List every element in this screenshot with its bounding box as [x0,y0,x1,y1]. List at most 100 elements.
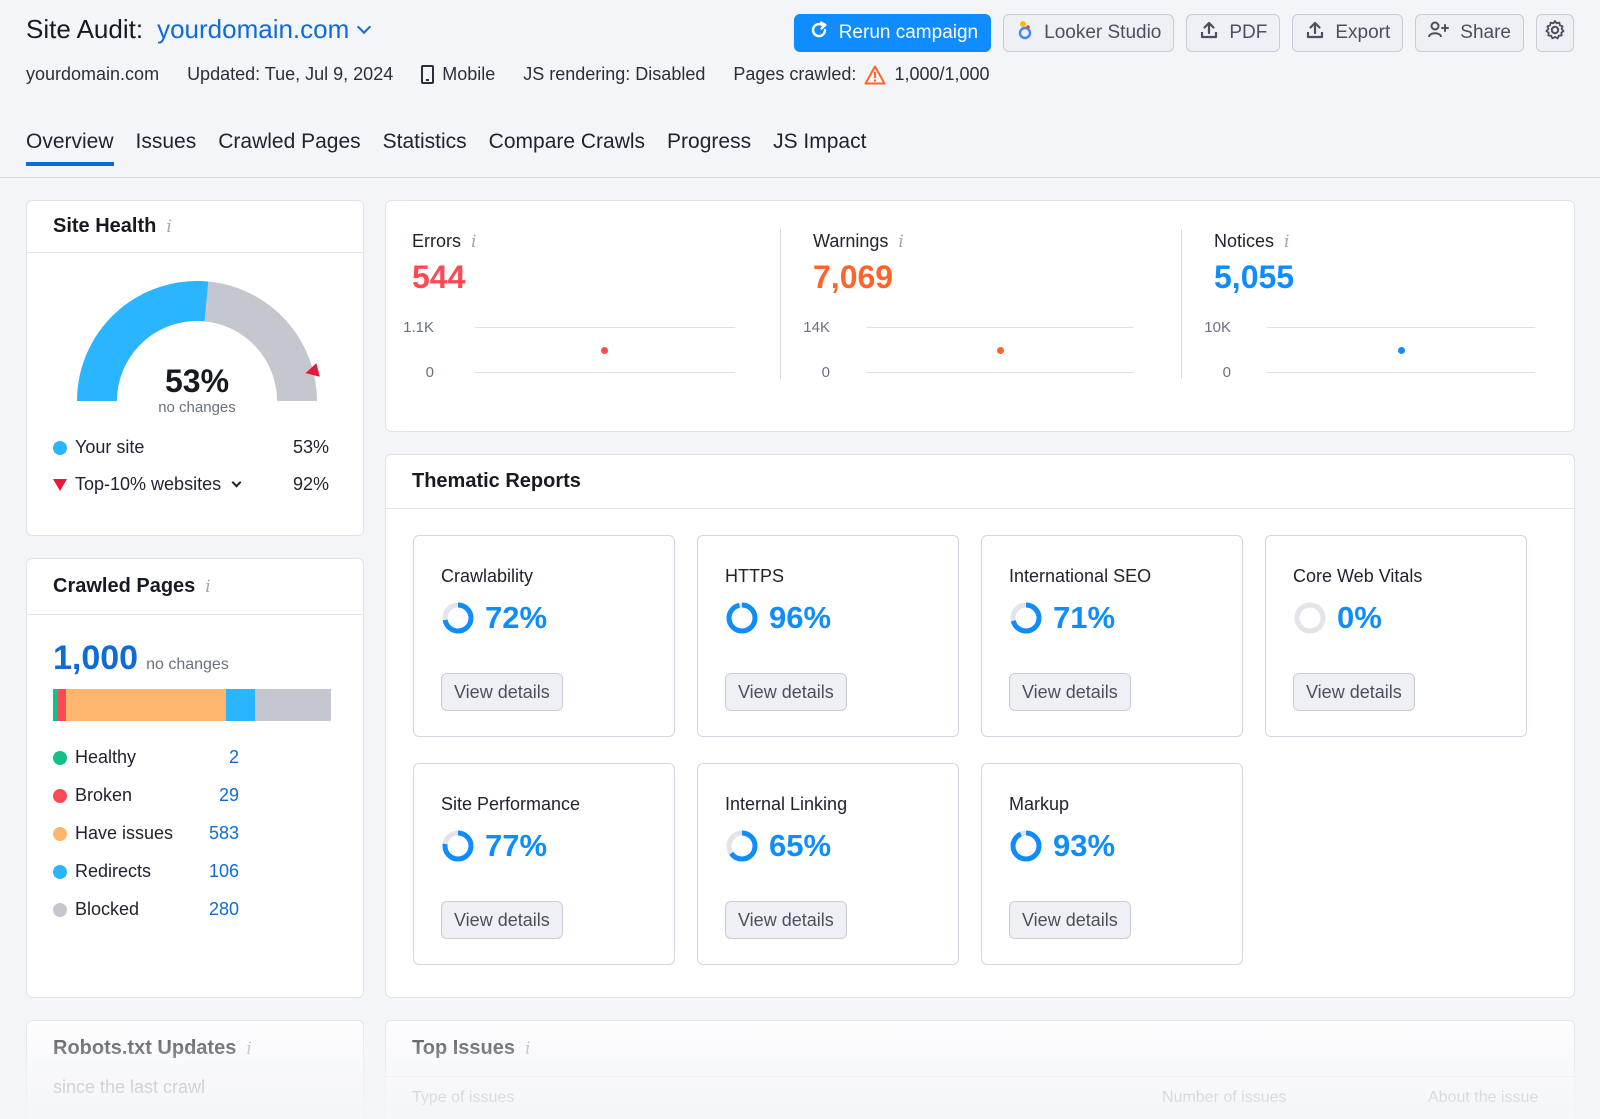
robots-subtitle: since the last crawl [53,1077,206,1097]
ring-fill [726,830,758,862]
meta-updated: Updated: Tue, Jul 9, 2024 [187,64,394,84]
bar-segment-blocked[interactable] [254,689,331,721]
view-details-button[interactable]: View details [1009,901,1131,939]
export-label: Export [1335,22,1391,43]
row-blocked: Blocked 280 [53,899,239,920]
bar-segment-redirects[interactable] [225,689,255,721]
export-button[interactable]: Export [1292,14,1404,52]
have-issues-dot [53,826,67,841]
looker-label: Looker Studio [1044,22,1162,43]
notices-tick-max: 10K [1204,319,1231,336]
errors-point[interactable] [601,347,608,354]
row-healthy: Healthy 2 [53,747,239,768]
view-details-button[interactable]: View details [1009,673,1131,711]
pages-crawled-label: Pages crawled: [733,64,857,84]
info-icon[interactable]: i [898,231,904,252]
bar-segment-healthy[interactable] [53,689,59,721]
thematic-tile[interactable]: Site Performance 77% View details [413,763,675,965]
bar-segment-have-issues[interactable] [66,689,226,721]
warnings-tick-max: 14K [803,319,830,336]
info-icon[interactable]: i [166,216,172,237]
row-label: Blocked [75,899,140,919]
ring-fill [726,602,758,634]
row-broken: Broken 29 [53,785,239,806]
report-name: Crawlability [441,566,534,586]
info-icon[interactable]: i [471,231,477,252]
info-icon[interactable]: i [246,1038,252,1059]
row-value[interactable]: 106 [208,861,239,881]
meta-pages-crawled: Pages crawled: 1,000/1,000 [733,64,990,85]
tab-crawled-pages[interactable]: Crawled Pages [218,130,361,153]
settings-button[interactable] [1536,14,1574,52]
notices-metric: Notices i 5,055 10K 0 [1188,201,1576,427]
warnings-point[interactable] [997,347,1004,354]
view-details-button[interactable]: View details [725,673,847,711]
info-icon[interactable]: i [1284,231,1290,252]
crawled-pages-total: 1,000 no changes [53,639,229,678]
info-icon[interactable]: i [525,1038,531,1059]
thematic-reports-title: Thematic Reports [412,470,581,492]
report-percent: 96% [769,600,832,635]
legend-label: Your site [75,437,145,457]
rerun-campaign-button[interactable]: Rerun campaign [793,14,992,52]
report-name: Internal Linking [725,794,848,814]
view-details-button[interactable]: View details [441,673,563,711]
thematic-tile[interactable]: Internal Linking 65% View details [697,763,959,965]
report-percent: 77% [485,828,548,863]
page-title: Site Audit: [26,14,144,44]
view-details-button[interactable]: View details [441,901,563,939]
site-health-title: Site Health [53,215,157,237]
redirects-dot [53,864,67,879]
row-label: Healthy [75,747,137,767]
tab-issues[interactable]: Issues [135,130,197,153]
row-label: Redirects [75,861,152,881]
row-have-issues: Have issues 583 [53,823,239,844]
row-label: Broken [75,785,133,805]
robots-header: Robots.txt Updates i [53,1037,252,1060]
share-button[interactable]: Share [1415,14,1524,52]
legend-label: Top-10% websites [75,474,222,494]
thematic-tile[interactable]: Core Web Vitals 0% View details [1265,535,1527,737]
looker-studio-button[interactable]: Looker Studio [1003,14,1175,52]
domain-selector[interactable]: yourdomain.com [157,14,372,45]
report-score: 77% [441,828,547,864]
row-label: Have issues [75,823,174,843]
row-value[interactable]: 2 [228,747,239,767]
thematic-tile[interactable]: Crawlability 72% View details [413,535,675,737]
notices-point[interactable] [1398,347,1405,354]
thematic-tile[interactable]: HTTPS 96% View details [697,535,959,737]
row-value[interactable]: 29 [218,785,239,805]
tab-js-impact[interactable]: JS Impact [773,130,867,153]
report-score: 65% [725,828,831,864]
tab-overview[interactable]: Overview [26,130,114,166]
site-health-score: 53% [164,363,230,399]
pdf-button[interactable]: PDF [1186,14,1281,52]
progress-ring-icon [726,602,758,634]
rerun-label: Rerun campaign [838,22,979,43]
bar-segment-broken[interactable] [58,689,67,721]
toolbar: Rerun campaign Looker Studio PDF Export … [793,14,1574,52]
row-value[interactable]: 280 [208,899,239,919]
tab-progress[interactable]: Progress [667,130,752,153]
tab-statistics[interactable]: Statistics [382,130,467,153]
thematic-tile[interactable]: Markup 93% View details [981,763,1243,965]
meta-device: Mobile [421,64,495,85]
notices-value[interactable]: 5,055 [1214,259,1295,295]
errors-value[interactable]: 544 [412,259,466,295]
report-name: Markup [1009,794,1070,814]
tab-compare-crawls[interactable]: Compare Crawls [488,130,646,153]
warnings-value[interactable]: 7,069 [813,259,894,295]
legend-value: 53% [292,437,329,457]
info-icon[interactable]: i [205,576,211,597]
thematic-tile[interactable]: International SEO 71% View details [981,535,1243,737]
total-pages[interactable]: 1,000 [53,639,139,677]
errors-metric: Errors i 544 1.1K 0 [386,201,781,427]
view-details-button[interactable]: View details [1293,673,1415,711]
divider [780,229,781,379]
view-details-button[interactable]: View details [725,901,847,939]
errors-tick-min: 0 [425,364,434,381]
pages-crawled-value: 1,000/1,000 [894,64,990,84]
row-value[interactable]: 583 [208,823,239,843]
legend-top10[interactable]: Top-10% websites 92% [53,474,329,495]
warnings-label: Warnings [813,231,889,251]
